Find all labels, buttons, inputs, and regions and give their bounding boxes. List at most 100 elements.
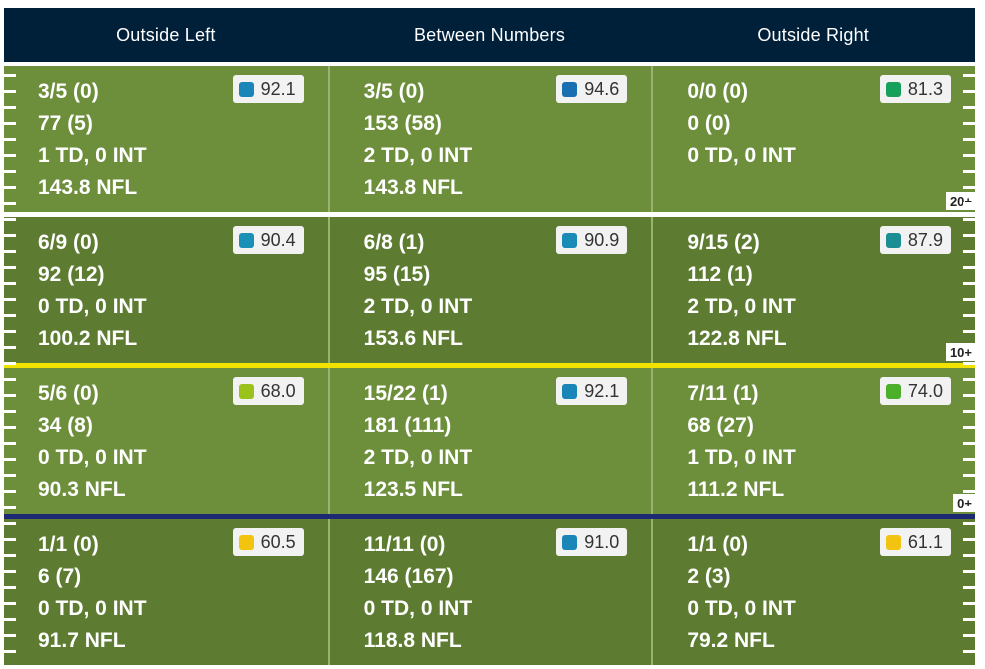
grade-value: 91.0 (584, 531, 620, 552)
grade-value: 92.1 (584, 380, 620, 401)
grade-badge: 90.4 (232, 226, 304, 254)
grade-badge: 60.5 (232, 528, 304, 556)
hash-mark (963, 218, 975, 221)
grade-value: 81.3 (907, 78, 943, 99)
hash-mark (963, 570, 975, 573)
grade-badge: 74.0 (879, 377, 951, 405)
grade-badge: 81.3 (879, 75, 951, 103)
hash-mark (4, 106, 16, 109)
yards-text: 92 (12) (38, 263, 105, 286)
zone-cell[interactable]: 5/6 (0) 34 (8) 0 TD, 0 INT 90.3 NFL 68.0 (4, 368, 328, 514)
completions-text: 3/5 (0) (363, 80, 425, 103)
hash-mark (963, 602, 975, 605)
yards-text: 0 (0) (687, 112, 731, 135)
hash-mark (4, 522, 16, 525)
rating-text: 123.5 NFL (363, 478, 463, 501)
hash-mark (963, 298, 975, 301)
grade-value: 92.1 (260, 78, 296, 99)
completions-text: 1/1 (0) (687, 533, 749, 556)
hash-mark (963, 458, 975, 461)
hash-mark (963, 138, 975, 141)
touchdowns-text: 1 TD, 0 INT (38, 144, 147, 167)
zone-row: 6/9 (0) 92 (12) 0 TD, 0 INT 100.2 NFL 90.4 6/… (4, 217, 975, 363)
hash-mark (963, 378, 975, 381)
zone-divider-line (4, 363, 975, 368)
yards-text: 68 (27) (687, 414, 754, 437)
hash-mark (963, 330, 975, 333)
grade-color-swatch (562, 534, 578, 550)
zone-cell[interactable]: 6/9 (0) 92 (12) 0 TD, 0 INT 100.2 NFL 90.4 (4, 217, 328, 363)
grade-value: 74.0 (907, 380, 943, 401)
grade-value: 90.9 (584, 229, 620, 250)
yards-text: 6 (7) (38, 565, 82, 588)
zone-cell[interactable]: 7/11 (1) 68 (27) 1 TD, 0 INT 111.2 NFL 74.0 (651, 368, 975, 514)
grade-badge: 94.6 (556, 75, 628, 103)
hash-mark (4, 394, 16, 397)
touchdowns-text: 0 TD, 0 INT (38, 446, 147, 469)
hash-mark (963, 474, 975, 477)
yards-text: 34 (8) (38, 414, 93, 437)
zone-cell[interactable]: 1/1 (0) 6 (7) 0 TD, 0 INT 91.7 NFL 60.5 (4, 519, 328, 665)
hash-mark (4, 410, 16, 413)
rating-text: 100.2 NFL (38, 327, 138, 350)
hash-mark (4, 474, 16, 477)
hash-mark (4, 538, 16, 541)
hash-mark (4, 170, 16, 173)
hash-mark (963, 202, 975, 205)
grade-badge: 61.1 (879, 528, 951, 556)
column-header-bar: Outside Left Between Numbers Outside Rig… (4, 8, 975, 62)
hash-mark (963, 234, 975, 237)
grade-badge: 87.9 (879, 226, 951, 254)
yards-text: 112 (1) (687, 263, 753, 286)
zone-cell[interactable]: 15/22 (1) 181 (111) 2 TD, 0 INT 123.5 NFL 92… (327, 368, 652, 514)
grade-value: 87.9 (907, 229, 943, 250)
completions-text: 11/11 (0) (363, 533, 446, 556)
completions-text: 3/5 (0) (38, 80, 99, 103)
hash-mark (4, 442, 16, 445)
hash-mark (963, 314, 975, 317)
zone-cell[interactable]: 3/5 (0) 77 (5) 1 TD, 0 INT 143.8 NFL 92.1 (4, 66, 328, 212)
zone-cell[interactable]: 1/1 (0) 2 (3) 0 TD, 0 INT 79.2 NFL 61.1 (651, 519, 975, 665)
zone-cell[interactable]: 0/0 (0) 0 (0) 0 TD, 0 INT 81.3 (651, 66, 975, 212)
hash-mark (4, 122, 16, 125)
zone-cell[interactable]: 6/8 (1) 95 (15) 2 TD, 0 INT 153.6 NFL 90.9 (327, 217, 652, 363)
hash-mark (963, 74, 975, 77)
hash-mark (4, 250, 16, 253)
hash-mark (4, 186, 16, 189)
hash-mark (963, 394, 975, 397)
completions-text: 1/1 (0) (38, 533, 99, 556)
hash-mark (4, 154, 16, 157)
hash-mark (963, 618, 975, 621)
hash-mark (4, 634, 16, 637)
column-header-outside-left: Outside Left (116, 24, 216, 45)
hash-mark (4, 218, 16, 221)
grade-value: 94.6 (584, 78, 620, 99)
grade-badge: 92.1 (556, 377, 628, 405)
rating-text: 143.8 NFL (38, 176, 138, 199)
hash-mark (963, 410, 975, 413)
zone-cell[interactable]: 3/5 (0) 153 (58) 2 TD, 0 INT 143.8 NFL 94.6 (327, 66, 652, 212)
touchdowns-text: 1 TD, 0 INT (687, 446, 796, 469)
yards-text: 77 (5) (38, 112, 93, 135)
grade-value: 68.0 (260, 380, 296, 401)
grade-color-swatch (562, 81, 578, 97)
hash-mark (4, 602, 16, 605)
yards-text: 2 (3) (687, 565, 731, 588)
rating-text: 143.8 NFL (363, 176, 463, 199)
hash-mark (963, 186, 975, 189)
rating-text: 79.2 NFL (687, 629, 775, 652)
zone-row: 5/6 (0) 34 (8) 0 TD, 0 INT 90.3 NFL 68.0 15/2… (4, 368, 975, 514)
grade-color-swatch (238, 81, 254, 97)
grade-badge: 91.0 (556, 528, 628, 556)
hash-mark (4, 330, 16, 333)
hash-mark (4, 90, 16, 93)
hash-mark (963, 282, 975, 285)
hash-mark (4, 314, 16, 317)
touchdowns-text: 0 TD, 0 INT (363, 597, 473, 620)
hash-mark (4, 234, 16, 237)
yards-text: 95 (15) (363, 263, 431, 286)
grade-color-swatch (885, 383, 901, 399)
zone-cell[interactable]: 9/15 (2) 112 (1) 2 TD, 0 INT 122.8 NFL 87.9 (651, 217, 975, 363)
completions-text: 7/11 (1) (687, 382, 759, 405)
zone-cell[interactable]: 11/11 (0) 146 (167) 0 TD, 0 INT 118.8 NFL 91… (327, 519, 652, 665)
